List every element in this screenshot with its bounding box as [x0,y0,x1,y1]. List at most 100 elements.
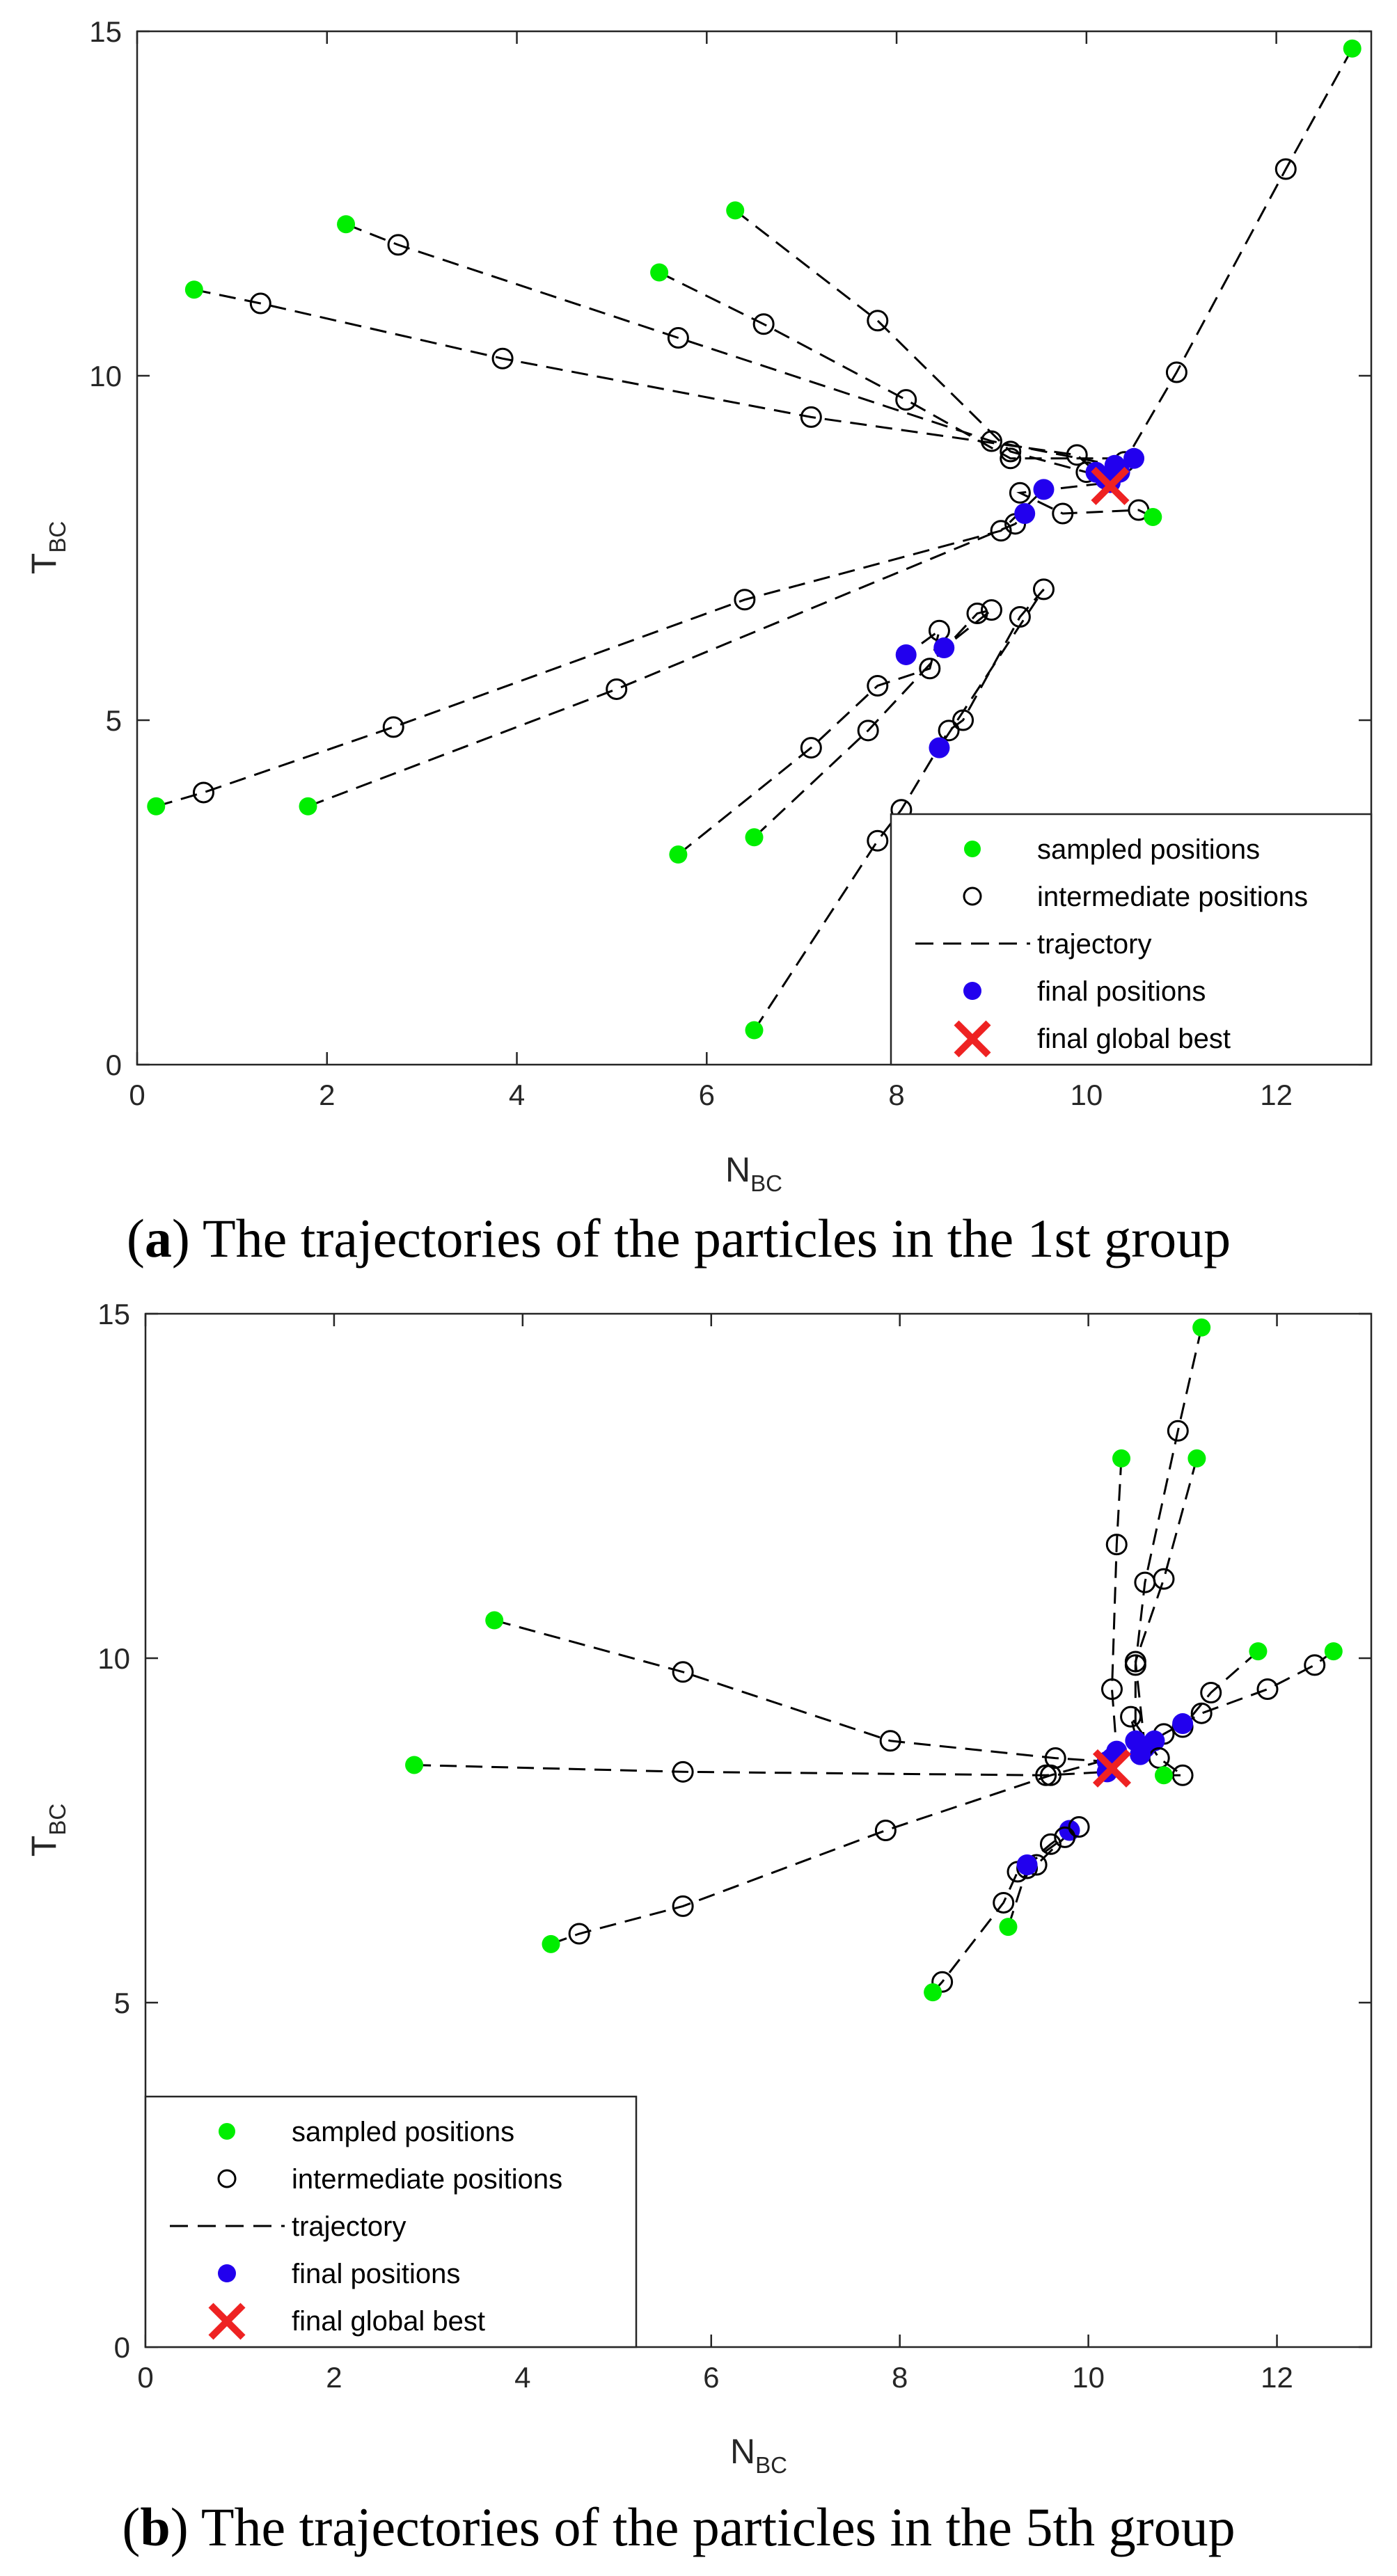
sampled-position [147,797,166,816]
legend-best-marker [954,1020,991,1058]
intermediate-position [1068,1816,1090,1838]
final-position [1104,454,1126,476]
intermediate-position [1274,158,1297,180]
sampled-position [999,1918,1018,1937]
x-tick-label: 10 [1072,2361,1105,2394]
x-tick-labels-a: 0 2 4 6 8 10 12 [129,1079,1293,1111]
intermediate-position [1165,361,1187,383]
sampled-position [1192,1318,1211,1337]
intermediate-position [1100,1678,1123,1701]
sampled-position [184,280,203,299]
legend-trajectory-label: trajectory [1037,929,1152,960]
intermediate-position [1190,1702,1213,1724]
intermediate-position [857,719,879,742]
intermediate-position [249,292,271,315]
trajectory-line [414,1764,1107,1776]
intermediate-position [1124,1651,1146,1673]
intermediate-position [1105,1534,1128,1556]
intermediate-position [1066,444,1088,466]
trajectory-line [194,288,1097,473]
intermediate-position [734,589,756,611]
x-tick-label: 6 [703,2361,719,2394]
trajectory-line [931,1829,1071,1994]
y-tick-label: 10 [97,1642,130,1675]
final-position [933,637,955,659]
intermediate-position [491,347,514,369]
final-position [895,644,917,665]
intermediate-position [800,737,822,759]
intermediate-position [874,1820,897,1841]
sampled-position [542,1934,560,1953]
legend-sampled-marker [219,2123,235,2140]
intermediate-position [993,1891,1015,1914]
legend-final-label: final positions [292,2259,460,2289]
final-position [1016,1854,1038,1875]
intermediate-position [879,1730,901,1752]
intermediate-position [568,1923,590,1945]
x-tick-label: 12 [1261,2361,1293,2394]
intermediate-position [867,310,889,332]
intermediate-position [1171,1764,1194,1786]
intermediate-position [606,678,628,700]
trajectory-line [550,1757,1112,1946]
sampled-position [1249,1642,1268,1661]
x-tick-label: 6 [699,1079,715,1111]
intermediate-position [938,719,960,742]
legend-best-label: final global best [1037,1024,1231,1054]
trajectory-line [1134,1327,1203,1741]
x-tick-label: 12 [1260,1079,1293,1111]
axes-box-a [136,30,1373,1066]
legend-trajectory-label: trajectory [292,2211,407,2242]
trajectory-line [658,271,1134,460]
intermediate-position [980,430,1002,452]
caption-b: (b) The trajectories of the particles in… [122,2497,1235,2557]
y-tick-label: 5 [106,704,122,737]
intermediate-position [800,406,822,428]
panel-a: 0 2 4 6 8 10 12 0 5 10 15 NBC TBC sample… [24,15,1373,1269]
intermediate-position [1054,1826,1076,1848]
final-position [1014,503,1036,524]
sampled-position [745,1021,764,1040]
intermediate-position [1153,1568,1175,1590]
final-position [1033,479,1055,500]
sampled-position [726,201,745,220]
global-best-marker [1092,1749,1132,1788]
intermediate-position [387,234,409,256]
y-tick-label: 0 [106,1049,122,1081]
sampled-position [485,1611,504,1630]
sampled-position [299,797,317,816]
x-axis-label-a: NBC [725,1150,782,1196]
trajectory-line [677,628,941,856]
final-position [1123,447,1145,469]
sampled-position [1343,39,1362,58]
y-tick-label: 15 [89,15,122,48]
panel-b: 0 2 4 6 8 10 12 0 5 10 15 NBC TBC sample… [24,1298,1373,2557]
sampled-position [669,845,688,864]
intermediate-position [867,675,889,697]
intermediate-position [1304,1654,1326,1676]
legend-final-marker [963,982,981,1000]
intermediate-position [382,716,404,738]
trajectory-line [1110,1458,1123,1751]
intermediate-position [1009,482,1031,504]
legend-sampled-marker [964,841,981,857]
x-tick-label: 0 [137,2361,153,2394]
legend-intermediate-label: intermediate positions [1037,882,1308,912]
x-tick-label: 8 [888,1079,904,1111]
legend-sampled-label: sampled positions [1037,834,1260,865]
intermediate-position [1167,1420,1189,1442]
intermediate-position [919,658,941,680]
caption-a: (a) The trajectories of the particles in… [127,1208,1231,1269]
intermediate-position [672,1895,694,1917]
sampled-position [1187,1449,1206,1468]
sampled-position [405,1756,424,1774]
final-position [1172,1713,1194,1735]
intermediate-position [1256,1678,1279,1701]
legend-best-label: final global best [292,2306,485,2337]
plot-marks-b [405,1318,1343,2002]
intermediate-position [1200,1682,1222,1703]
intermediate-position [952,709,974,731]
intermediate-position [1039,1764,1061,1786]
y-tick-labels-b: 0 5 10 15 [97,1298,130,2364]
intermediate-position [1009,606,1031,628]
